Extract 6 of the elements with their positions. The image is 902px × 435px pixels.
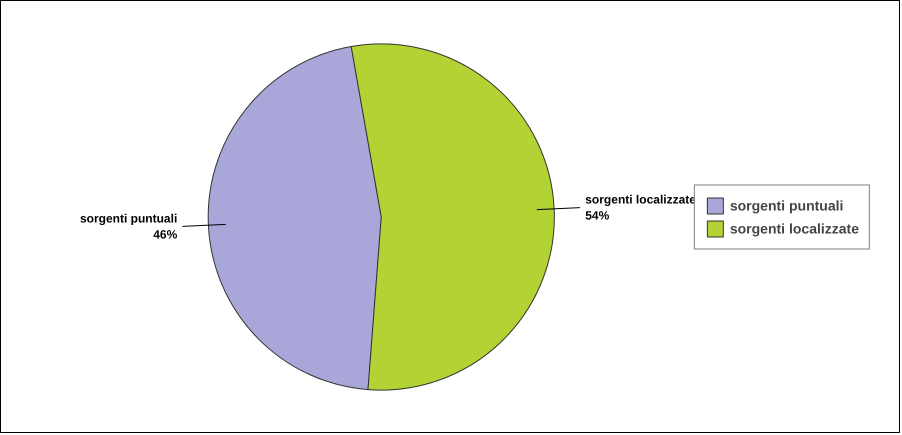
legend-label: sorgenti puntuali <box>730 197 844 213</box>
slice-label: sorgenti localizzate <box>585 192 696 207</box>
data-label: 54% <box>585 208 610 223</box>
legend-label: sorgenti localizzate <box>730 220 859 236</box>
data-label: 46% <box>153 227 178 242</box>
slice-label: sorgenti puntuali <box>80 211 178 226</box>
